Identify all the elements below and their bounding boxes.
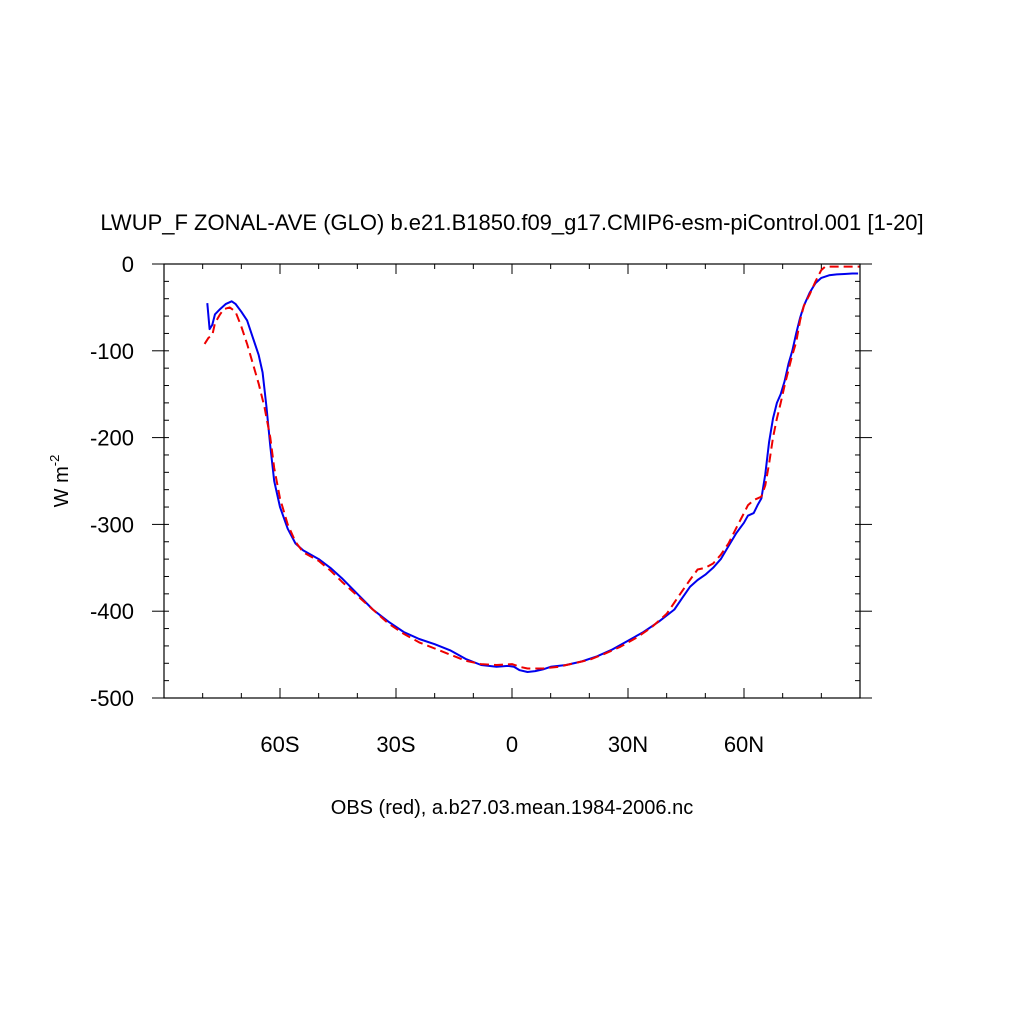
y-tick-label: -500 — [90, 686, 134, 711]
y-tick-label: -100 — [90, 339, 134, 364]
y-tick-label: 0 — [122, 252, 134, 277]
x-tick-label: 60S — [260, 732, 299, 757]
chart-title: LWUP_F ZONAL-AVE (GLO) b.e21.B1850.f09_g… — [100, 210, 923, 235]
y-axis-title-main: W m — [51, 466, 73, 507]
y-tick-label: -200 — [90, 426, 134, 451]
y-axis-title-superscript: -2 — [47, 455, 62, 467]
y-tick-label: -300 — [90, 512, 134, 537]
y-tick-label: -400 — [90, 599, 134, 624]
x-tick-label: 30N — [608, 732, 648, 757]
model-series-line — [206, 272, 859, 673]
y-axis-title: W m-2 — [47, 455, 73, 508]
footer-note: OBS (red), a.b27.03.mean.1984-2006.nc — [331, 797, 693, 819]
plot-frame — [163, 263, 861, 699]
x-tick-label: 0 — [506, 732, 518, 757]
obs-series-line — [203, 265, 860, 670]
x-tick-label: 30S — [376, 732, 415, 757]
plot-area: 60S 30S 0 30N 60N 0 -100 -200 -300 -400 -500 — [90, 252, 872, 757]
x-tick-label: 60N — [724, 732, 764, 757]
